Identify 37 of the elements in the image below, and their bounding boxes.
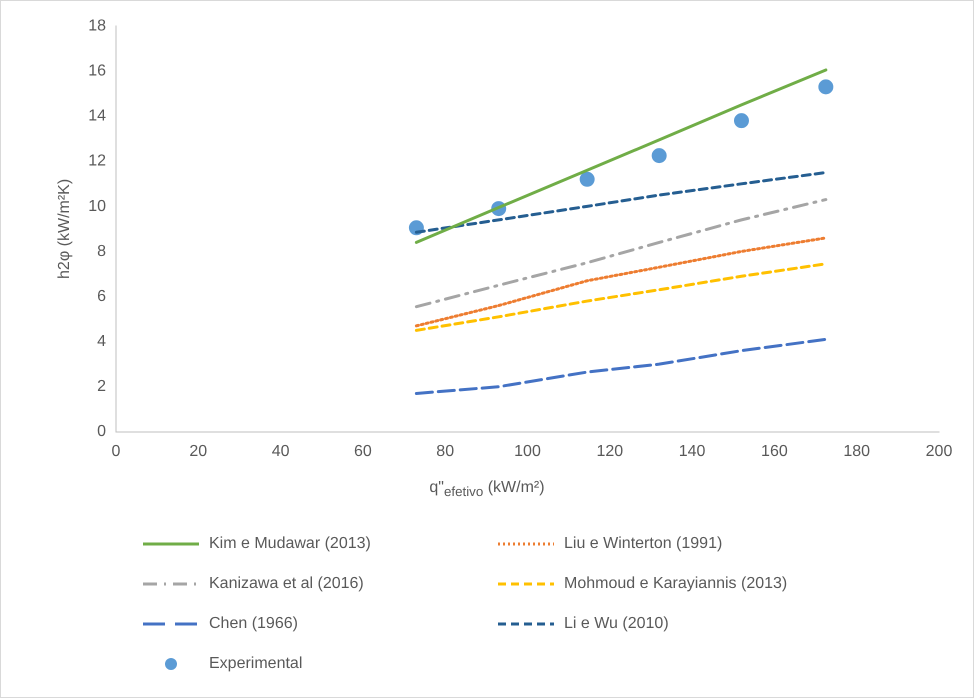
- legend-label: Liu e Winterton (1991): [564, 535, 722, 553]
- line-series: [414, 236, 828, 328]
- x-tick-label: 140: [678, 442, 706, 460]
- y-tick-label: 12: [88, 152, 106, 170]
- point: [652, 148, 667, 164]
- point: [818, 79, 834, 94]
- x-tick-label: 200: [926, 442, 952, 460]
- y-tick-label: 14: [88, 108, 106, 125]
- x-tick-label: 180: [843, 442, 870, 460]
- x-tick-label: 80: [436, 442, 454, 460]
- y-tick-label: 8: [97, 242, 106, 260]
- x-tick-label: 60: [354, 442, 372, 460]
- x-tick-label: 40: [272, 442, 290, 460]
- y-tick-label: 6: [97, 288, 106, 305]
- x-tick-label: 0: [112, 442, 121, 460]
- line-series: [414, 198, 828, 308]
- y-tick-label: 10: [88, 198, 106, 215]
- legend-label: Experimental: [209, 655, 302, 673]
- point: [580, 172, 595, 187]
- point: [734, 113, 749, 128]
- legend-label: Li e Wu (2010): [564, 615, 669, 633]
- y-tick-label: 2: [97, 378, 106, 396]
- y-tick-label: 4: [97, 333, 106, 350]
- x-tick-label: 20: [189, 442, 208, 460]
- y-axis-title: h2φ (kW/m²K): [56, 178, 74, 279]
- legend-label: Mohmoud e Karayiannis (2013): [564, 575, 788, 593]
- line-series: [414, 338, 828, 395]
- legend-label: Kanizawa et al (2016): [209, 575, 364, 593]
- y-tick-label: 18: [88, 17, 106, 34]
- y-tick-label: 16: [88, 62, 106, 80]
- x-axis-title: q"$_{efetivo}$ (kW/m²): [428, 479, 546, 500]
- x-tick-label: 160: [761, 442, 788, 460]
- legend-label: Kim e Mudawar (2013): [209, 535, 371, 553]
- x-tick-label: 100: [514, 442, 541, 460]
- y-tick-label: 0: [97, 423, 106, 440]
- legend-label: Chen (1966): [209, 615, 298, 633]
- x-tick-label: 120: [596, 442, 624, 460]
